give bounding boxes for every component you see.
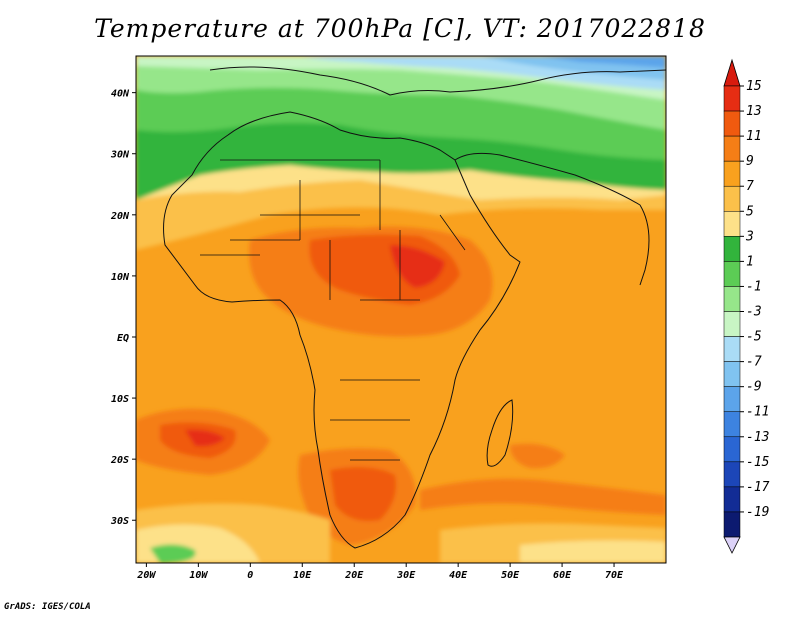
colorbar-label: 13 xyxy=(746,104,762,119)
colorbar-swatch xyxy=(723,361,741,387)
coastlines xyxy=(163,66,666,549)
colorbar-swatch xyxy=(723,261,741,287)
colorbar-label: 7 xyxy=(746,179,754,194)
colorbar-swatch xyxy=(723,236,741,262)
colorbar-swatch xyxy=(723,85,741,112)
colorbar-swatch xyxy=(723,311,741,337)
colorbar-swatch xyxy=(723,110,741,137)
field-warm-mascarene xyxy=(510,443,565,469)
latitude-axis: 40N 30N 20N 10N EQ 10S 20S 30S xyxy=(110,89,136,527)
lat-tick-label: 40N xyxy=(111,89,130,100)
field-frigid xyxy=(540,56,666,68)
lon-tick-label: 20W xyxy=(136,570,156,581)
lon-tick-label: 40E xyxy=(449,570,468,581)
field-warm-indian xyxy=(420,478,666,515)
colorbar-swatch xyxy=(723,486,741,513)
colorbar-label: -5 xyxy=(746,330,762,345)
colorbar-label: -13 xyxy=(746,430,769,445)
africa-coast xyxy=(163,111,521,549)
lat-tick-label: 10S xyxy=(111,394,129,405)
colorbar-label: 1 xyxy=(746,254,754,269)
lon-tick-label: 0 xyxy=(247,570,253,581)
colorbar-label: -1 xyxy=(746,279,762,294)
lon-tick-label: 50E xyxy=(501,570,520,581)
field-very-hot-central xyxy=(390,245,445,288)
lon-tick-label: 60E xyxy=(553,570,572,581)
colorbar-swatch xyxy=(723,135,741,162)
colorbar-swatch xyxy=(723,411,741,438)
colorbar-swatch xyxy=(723,386,741,412)
lon-tick-label: 20E xyxy=(344,570,364,581)
plot-frame xyxy=(135,55,667,564)
colorbar-label: -17 xyxy=(746,480,770,495)
country-borders xyxy=(200,159,466,461)
longitude-axis: 20W 10W 0 10E 20E 30E 40E 50E 60E 70E xyxy=(136,563,624,581)
colorbar-swatch xyxy=(723,211,741,237)
colorbar-label: 5 xyxy=(746,204,754,219)
colorbar-label: -3 xyxy=(746,305,762,320)
colorbar-label: -9 xyxy=(746,380,762,395)
colorbar-label: -19 xyxy=(746,505,769,520)
colorbar-label: -11 xyxy=(746,405,769,420)
lat-tick-label: EQ xyxy=(117,333,129,344)
colorbar-swatch xyxy=(723,160,741,187)
colorbar-label: -15 xyxy=(746,455,770,470)
colorbar-swatch xyxy=(723,185,741,212)
colorbar-swatch xyxy=(723,511,741,538)
arabia-asia-coast xyxy=(454,152,650,286)
lon-tick-label: 30E xyxy=(396,570,416,581)
colorbar-label: 11 xyxy=(746,129,762,144)
colorbar-label: -7 xyxy=(746,355,762,370)
field-cold-south-atlantic xyxy=(150,544,196,563)
lat-tick-label: 20N xyxy=(110,211,130,222)
lon-tick-label: 70E xyxy=(605,570,624,581)
lat-tick-label: 20S xyxy=(110,455,129,466)
colorbar-top-arrow xyxy=(723,58,741,87)
colorbar-swatch xyxy=(723,286,741,312)
colorbar-label: 3 xyxy=(745,229,754,244)
field-hot-south xyxy=(330,466,396,521)
colorbar-swatch xyxy=(723,436,741,463)
lat-tick-label: 30N xyxy=(110,150,130,161)
lat-tick-label: 30S xyxy=(110,516,129,527)
lon-tick-label: 10E xyxy=(293,570,312,581)
map-title: Temperature at 700hPa [C], VT: 201702281… xyxy=(94,14,706,43)
colorbar-label: 9 xyxy=(746,154,754,169)
field-very-hot-atlantic xyxy=(185,429,225,447)
colorbar-swatch xyxy=(723,336,741,362)
colorbar-bottom-arrow xyxy=(723,536,741,554)
madagascar-coast xyxy=(486,399,514,467)
colorbar-swatch xyxy=(723,461,741,488)
lon-tick-label: 10W xyxy=(189,570,208,581)
lat-tick-label: 10N xyxy=(111,272,130,283)
grads-credit: GrADS: IGES/COLA xyxy=(4,602,91,612)
temperature-field xyxy=(136,56,666,563)
europe-coast xyxy=(209,66,666,96)
colorbar: 15 13 11 9 7 5 3 1 -1 -3 -5 -7 -9 -11 -13 -15 -17 -19 xyxy=(723,58,770,554)
colorbar-label: 15 xyxy=(746,79,762,94)
field-cool-south-indian xyxy=(520,540,666,563)
